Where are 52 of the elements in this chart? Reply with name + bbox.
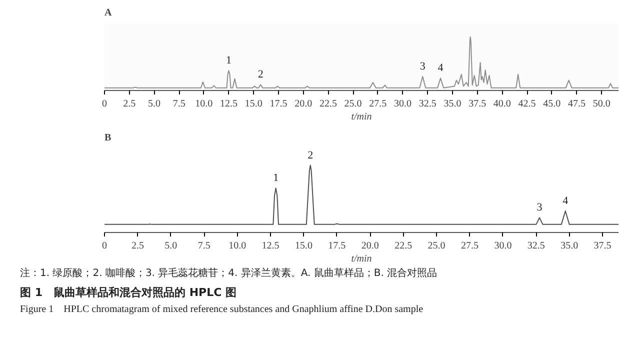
x-tick-label: 7.5 [198,240,210,252]
x-tick-label: 37.5 [468,98,486,110]
text: 注：1. 绿原酸；2. 咖啡酸；3. 异毛蕊花糖苷；4. 异泽兰黄素。A. 鼠曲草样品；B. 混合对照品 [20,267,438,281]
x-tick-label: 47.5 [568,98,586,110]
x-tick-label: 10.0 [195,98,213,110]
x-tick-label: 32.5 [418,98,436,110]
x-tick-label: 15.0 [294,240,312,252]
chart-title: A [104,8,112,18]
annotation: 1 [226,54,232,67]
x-axis-title: t/min [351,112,372,122]
x-tick-label: 0 [102,240,107,252]
annotation: 4 [562,194,569,207]
x-tick-label: 7.5 [172,98,186,110]
x-tick-label: 50.0 [592,98,610,110]
x-tick-label: 30.0 [494,240,512,252]
x-tick-label: 22.5 [394,240,412,252]
x-tick-label: 45.0 [543,98,561,110]
x-tick-label: 42.5 [518,98,536,110]
x-tick-label: 40.0 [493,98,511,110]
x-tick-label: 35.0 [560,240,578,252]
x-tick-label: 25.0 [428,240,446,252]
x-tick-label: 30.0 [394,98,412,110]
annotation: 1 [273,172,279,184]
x-tick-label: 27.5 [369,98,387,110]
annotation: 4 [438,62,444,74]
x-tick-label: 17.5 [270,98,288,110]
chart-title: B [104,132,112,144]
x-tick-label: 20.0 [294,98,312,110]
x-tick-label: 22.5 [319,98,337,110]
annotation: 2 [308,149,314,162]
annotation: 2 [258,68,264,81]
annotation: 3 [536,202,543,214]
x-tick-label: 25.0 [344,98,362,110]
x-tick-label: 5.0 [148,98,160,110]
x-axis-title: t/min [351,254,372,264]
x-tick-label: 5.0 [164,240,178,252]
x-tick-label: 17.5 [328,240,346,252]
caption: 图 1 鼠曲草样品和混合对照品的 HPLC 图 [20,285,236,301]
x-tick-label: 15.0 [244,98,262,110]
caption: Figure 1 HPLC chromatagram of mixed reference substances and Gnaphlium affine D.Don sample [20,303,424,317]
x-tick-label: 2.5 [123,98,136,110]
x-tick-label: 20.0 [361,240,379,252]
x-tick-label: 2.5 [131,240,144,252]
x-tick-label: 12.5 [220,98,238,110]
x-tick-label: 27.5 [460,240,478,252]
x-tick-label: 37.5 [594,240,612,252]
x-tick-label: 35.0 [444,98,462,110]
x-tick-label: 32.5 [527,240,545,252]
annotation: 3 [420,60,426,73]
x-tick-label: 0 [102,98,107,110]
x-tick-label: 12.5 [262,240,280,252]
x-tick-label: 10.0 [228,240,246,252]
